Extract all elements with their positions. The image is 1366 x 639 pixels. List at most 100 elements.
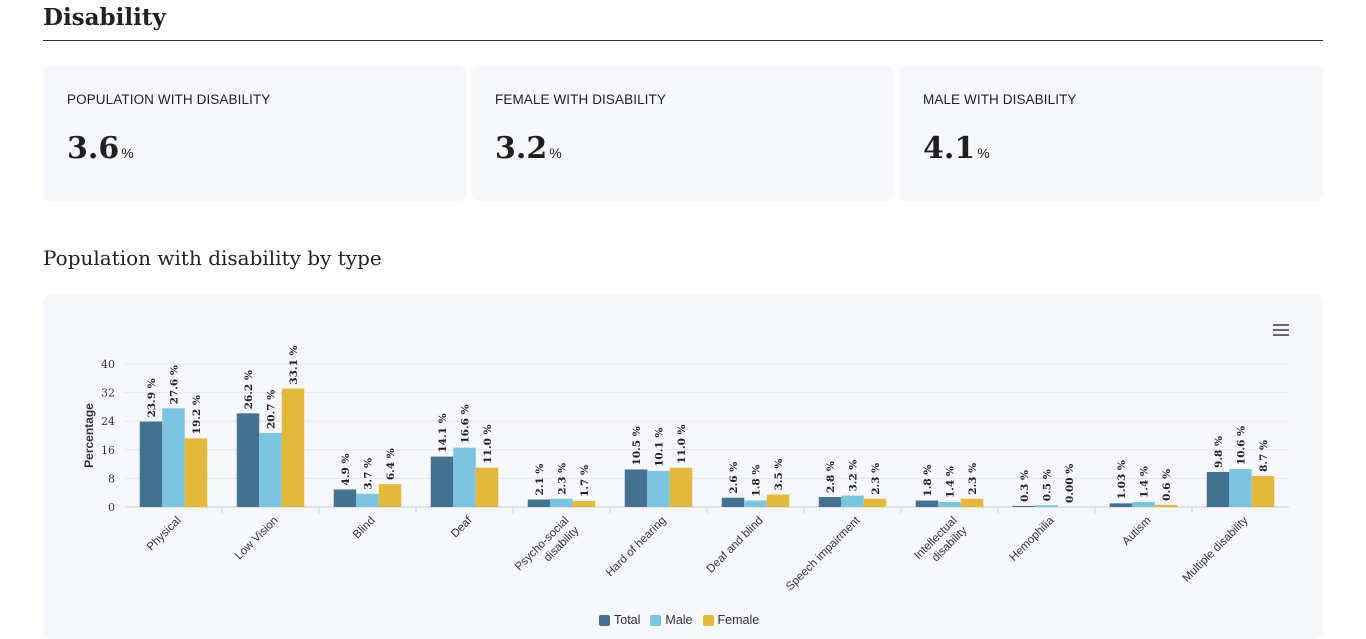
x-tick-label: Deaf and blind [705, 515, 766, 576]
x-tick-label: Speech impairment [784, 514, 863, 593]
title-divider [43, 40, 1323, 41]
x-tick-label: Hard of hearing [604, 515, 669, 580]
bar-total [236, 413, 260, 507]
bar-female [378, 484, 402, 507]
bar-total [333, 489, 357, 507]
data-label: 0.3 % [1019, 470, 1031, 502]
data-label: 33.1 % [288, 345, 300, 384]
bar-female [766, 494, 790, 507]
x-tick-label: Autism [1120, 515, 1153, 548]
stat-card-male: MALE WITH DISABILITY 4.1% [899, 65, 1323, 201]
page-title: Disability [43, 4, 166, 31]
bar-total [430, 456, 454, 507]
section-title: Population with disability by type [43, 246, 382, 270]
data-label: 1.03 % [1116, 460, 1128, 499]
x-tick-label: Psycho-socialdisability [513, 514, 582, 583]
bar-female [863, 498, 887, 507]
data-label: 3.2 % [848, 460, 860, 492]
bar-total [527, 499, 551, 507]
chart-legend: Total Male Female [599, 613, 759, 627]
legend-swatch [599, 614, 610, 626]
data-label: 1.8 % [751, 465, 763, 497]
bar-female [1154, 504, 1178, 507]
bar-total [818, 496, 842, 507]
y-tick-label: 8 [108, 472, 115, 485]
bar-total [139, 421, 163, 507]
data-label: 3.7 % [363, 458, 375, 490]
data-label: 20.7 % [266, 390, 278, 429]
bar-total [1109, 503, 1133, 507]
stat-unit: % [121, 145, 134, 161]
bar-male [1229, 469, 1252, 507]
bar-female [1251, 475, 1275, 507]
legend-swatch [702, 614, 714, 626]
data-label: 0.5 % [1042, 469, 1054, 501]
data-label: 14.1 % [437, 413, 449, 452]
stat-unit: % [977, 145, 990, 161]
y-tick-label: 0 [108, 501, 115, 514]
bar-male [453, 447, 476, 507]
data-label: 16.6 % [460, 404, 472, 443]
data-label: 2.1 % [534, 464, 546, 496]
stat-unit: % [549, 145, 562, 161]
stat-value: 3.6% [67, 131, 134, 166]
bar-male [647, 470, 670, 507]
stat-card-population: POPULATION WITH DISABILITY 3.6% [43, 65, 466, 201]
data-label: 10.5 % [631, 426, 643, 465]
data-label: 1.7 % [579, 465, 591, 497]
data-label: 2.8 % [825, 461, 837, 493]
stat-label: POPULATION WITH DISABILITY [67, 92, 271, 107]
y-axis-title: Percentage [82, 403, 96, 468]
stat-value: 4.1% [923, 131, 990, 166]
data-label: 1.4 % [1139, 466, 1151, 498]
x-tick-label: Blind [351, 515, 378, 542]
data-label: 9.8 % [1213, 436, 1225, 468]
bar-male [1035, 505, 1058, 507]
data-label: 27.6 % [169, 365, 181, 404]
data-label: 2.3 % [870, 463, 882, 495]
data-label: 2.6 % [728, 462, 740, 494]
bar-female [572, 500, 596, 507]
bar-total [1206, 471, 1230, 507]
data-label: 2.3 % [967, 463, 979, 495]
legend-label: Total [614, 613, 641, 627]
x-tick-label: Low Vision [233, 515, 281, 563]
bar-male [744, 500, 767, 507]
bar-female [669, 467, 693, 507]
bar-total [1012, 505, 1036, 507]
y-tick-label: 32 [101, 387, 115, 400]
data-label: 1.8 % [922, 465, 934, 497]
bar-female [281, 388, 305, 507]
hamburger-menu-icon[interactable] [1273, 324, 1289, 336]
legend-swatch [650, 614, 662, 626]
bar-female [960, 498, 984, 507]
bar-total [624, 469, 648, 507]
y-tick-label: 24 [101, 415, 115, 428]
bar-male [259, 432, 282, 507]
data-label: 0.00 % [1064, 464, 1076, 503]
bar-male [162, 408, 185, 507]
x-tick-label: Deaf [449, 514, 475, 540]
bar-total [721, 497, 745, 507]
chart-card: 0 8 16 24 32 40 Percentage 23.9 % 27.6 % 19.2 % Ph… [43, 294, 1323, 639]
bar-male [550, 498, 573, 507]
bar-female [475, 467, 499, 507]
bar-total [915, 500, 939, 507]
stat-number: 3.6 [67, 131, 120, 166]
x-tick-label: Multiple disability [1181, 514, 1251, 584]
legend-item-male[interactable]: Male [650, 613, 693, 627]
data-label: 6.4 % [385, 448, 397, 480]
stat-number: 3.2 [495, 131, 548, 166]
data-label: 3.5 % [773, 459, 785, 491]
data-label: 4.9 % [340, 454, 352, 486]
data-label: 8.7 % [1258, 440, 1270, 472]
stat-value: 3.2% [495, 131, 562, 166]
bar-female [184, 438, 208, 507]
legend-item-total[interactable]: Total [599, 613, 640, 627]
x-tick-label: Hemophilia [1007, 514, 1057, 564]
legend-label: Male [665, 613, 693, 627]
data-label: 26.2 % [243, 370, 255, 409]
legend-item-female[interactable]: Female [702, 613, 759, 627]
data-label: 1.4 % [945, 466, 957, 498]
y-tick-label: 40 [101, 358, 115, 371]
